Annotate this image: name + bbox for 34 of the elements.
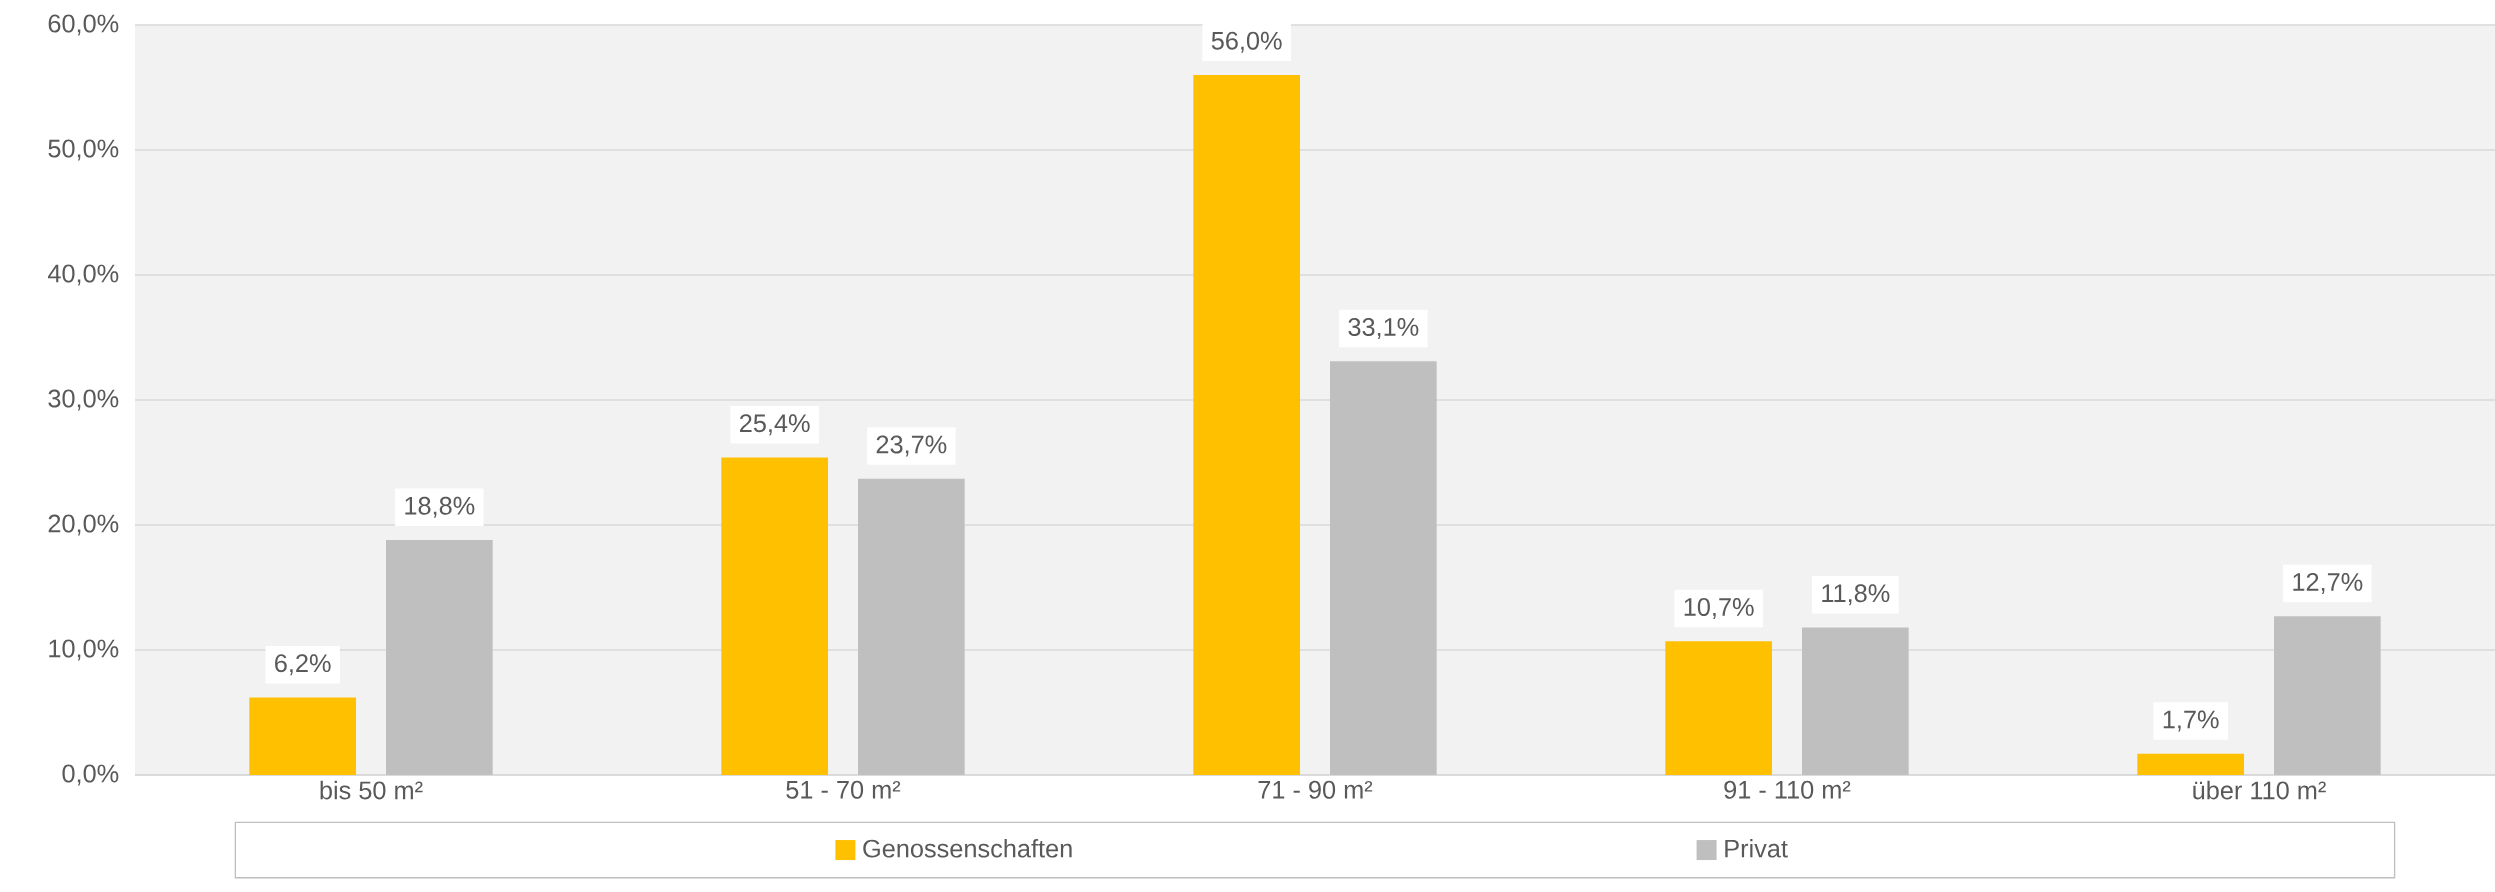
x-tick-label: über 110 m² [2193, 780, 2326, 800]
bar [1193, 74, 1300, 775]
y-tick-label: 30,0% [48, 389, 119, 411]
x-tick-label: 71 - 90 m² [1258, 780, 1373, 799]
y-tick-label: 50,0% [48, 139, 119, 161]
x-tick-label: 91 - 110 m² [1724, 780, 1851, 799]
data-label: 11,8% [1822, 584, 1890, 606]
data-label: 1,7% [2163, 710, 2219, 732]
data-label: 23,7% [876, 435, 947, 457]
legend-label: Privat [1725, 839, 1788, 858]
bar [2274, 616, 2381, 775]
y-tick-label: 40,0% [47, 264, 119, 286]
bar [1802, 627, 1909, 775]
bar [1665, 641, 1773, 775]
bar [249, 697, 356, 775]
data-label: 12,7% [2293, 573, 2363, 594]
y-tick-label: 0,0% [62, 764, 119, 786]
data-label: 25,4% [740, 414, 810, 436]
y-tick-label: 60,0% [48, 14, 119, 36]
x-tick-label: bis 50 m² [320, 780, 423, 800]
bar [858, 478, 965, 775]
data-label: 6,2% [275, 654, 331, 676]
data-label: 33,1% [1348, 318, 1419, 339]
x-tick-label: 51 - 70 m² [786, 780, 901, 799]
y-tick-label: 20,0% [48, 514, 119, 536]
data-label: 18,8% [405, 496, 475, 518]
bar [721, 457, 829, 775]
bar [2137, 753, 2245, 775]
data-label: 10,7% [1684, 598, 1754, 619]
legend-label: Genossenschaften [863, 839, 1072, 858]
y-tick-label: 10,0% [49, 639, 119, 661]
bar [386, 540, 493, 775]
bar [1330, 361, 1437, 775]
data-label: 56,0% [1211, 31, 1282, 53]
